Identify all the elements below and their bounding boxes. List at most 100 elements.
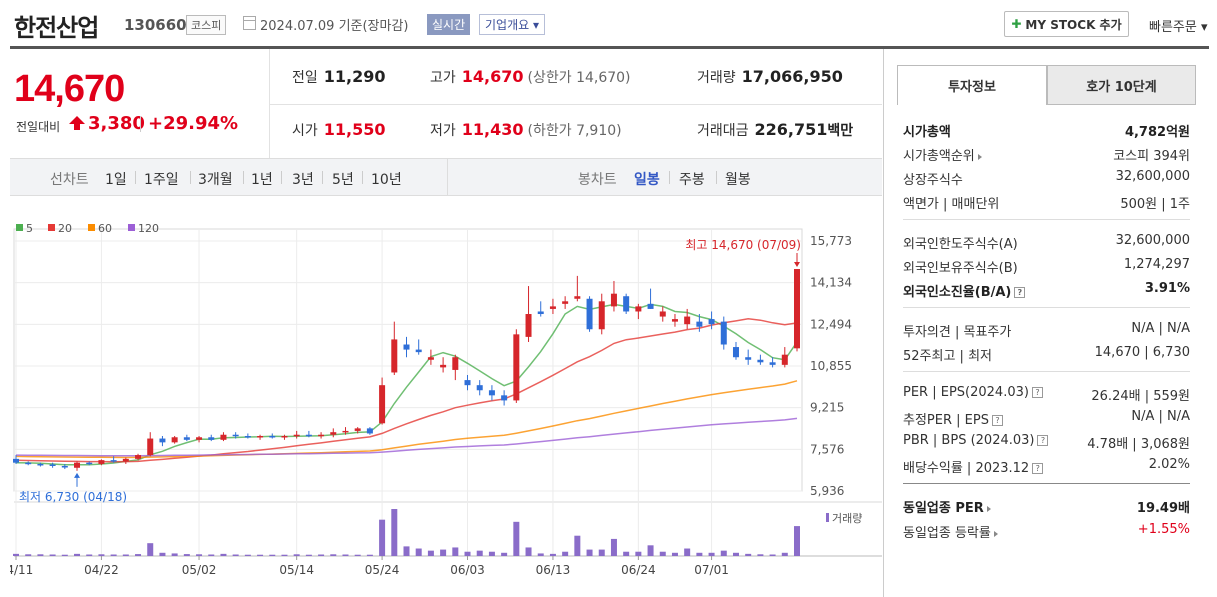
- low-annotation: 최저 6,730 (04/18): [19, 490, 127, 504]
- help-icon[interactable]: ?: [1037, 435, 1049, 446]
- candle-body: [281, 436, 288, 438]
- x-tick-label: 04/11: [10, 563, 33, 577]
- help-icon[interactable]: ?: [991, 415, 1003, 426]
- tab-1d[interactable]: 1일: [105, 172, 127, 188]
- volume-bar: [488, 551, 495, 556]
- volume-bar: [183, 554, 190, 556]
- x-tick-label: 05/14: [279, 563, 314, 577]
- candle-body: [562, 301, 569, 304]
- my-stock-add-button[interactable]: ✚ MY STOCK 추가: [1004, 11, 1129, 37]
- realtime-button[interactable]: 실시간: [427, 14, 471, 35]
- info-label-text: 외국인한도주식수(A): [903, 237, 1018, 252]
- market-badge: 코스피: [186, 15, 227, 35]
- candle-body: [513, 334, 520, 401]
- stat-label: 시가: [292, 123, 318, 139]
- company-overview-button[interactable]: 기업개요 ▾: [479, 14, 545, 35]
- section-divider: [903, 307, 1190, 308]
- volume-bar: [257, 554, 264, 556]
- volume-bar: [318, 554, 325, 556]
- candle-body: [671, 319, 678, 322]
- candle-body: [769, 362, 776, 365]
- candle-body: [647, 303, 654, 309]
- tab-quote-10[interactable]: 호가 10단계: [1047, 65, 1196, 105]
- candle-body: [757, 359, 764, 363]
- candle-body: [135, 455, 142, 459]
- info-row: 동일업종 PER 19.49배: [903, 497, 1190, 517]
- volume-bar: [476, 550, 483, 556]
- tab-daily[interactable]: 일봉: [634, 172, 660, 188]
- x-tick-label: 06/03: [450, 563, 485, 577]
- info-label: 투자의견 | 목표주가: [903, 321, 1011, 340]
- stat-value: 226,751: [754, 120, 828, 139]
- help-icon[interactable]: ?: [1032, 463, 1044, 474]
- volume-bar: [403, 546, 410, 556]
- volume-bar: [671, 552, 678, 556]
- y-tick-label: 10,855: [810, 359, 852, 373]
- quick-order-button[interactable]: 빠른주문 ▾: [1149, 20, 1208, 35]
- candle-body: [623, 296, 630, 312]
- legend-label: 20: [58, 222, 72, 235]
- volume-bar: [586, 549, 593, 556]
- volume-bar: [659, 551, 666, 556]
- tab-monthly[interactable]: 월봉: [725, 172, 751, 188]
- candle-body: [13, 458, 19, 463]
- info-label: 외국인한도주식수(A): [903, 233, 1018, 252]
- volume-bar: [757, 554, 764, 556]
- ma-line-120: [15, 417, 798, 457]
- candle-body: [598, 301, 605, 330]
- stat-amount: 거래대금 226,751백만: [697, 120, 853, 140]
- caret-right-icon[interactable]: [986, 505, 991, 512]
- plus-icon: ✚: [1011, 17, 1022, 31]
- calendar-icon: [243, 16, 256, 30]
- caret-right-icon[interactable]: [993, 530, 998, 537]
- info-label-text: 52주최고 | 최저: [903, 349, 992, 364]
- candle-chart-label: 봉차트: [578, 172, 617, 188]
- candle-body: [501, 395, 508, 401]
- price-chart[interactable]: 15,773 14,134 12,494 10,855 9,215 7,576 5,936 0…: [10, 214, 882, 597]
- stat-sub: (상한가 14,670): [527, 70, 631, 86]
- tab-5y[interactable]: 5년: [332, 172, 354, 188]
- legend-swatch: [48, 224, 55, 231]
- tab-1w[interactable]: 1주일: [144, 172, 179, 188]
- info-value: 4,782억원: [1124, 125, 1190, 140]
- caret-right-icon[interactable]: [977, 153, 982, 160]
- y-tick-label: 7,576: [810, 442, 844, 456]
- candle-body: [122, 458, 129, 462]
- stat-label: 저가: [430, 123, 456, 139]
- high-arrowhead: [794, 262, 800, 268]
- tab-3y[interactable]: 3년: [292, 172, 314, 188]
- info-value: N/A | N/A: [1131, 409, 1190, 424]
- tab-1y[interactable]: 1년: [251, 172, 273, 188]
- section-divider: [903, 371, 1190, 372]
- tab-invest-info[interactable]: 투자정보: [897, 65, 1047, 105]
- info-value: 26.24배 | 559원: [1091, 389, 1190, 404]
- period-tab-bar: 선차트 1일 1주일 3개월 1년 3년 5년 10년 봉차트 일봉 주봉 월봉: [10, 158, 882, 196]
- candle-body: [257, 436, 264, 438]
- volume-bar: [708, 552, 715, 556]
- volume-bar: [745, 553, 752, 556]
- stat-label: 거래량: [697, 70, 736, 86]
- tab-3m[interactable]: 3개월: [198, 172, 233, 188]
- info-label-text: 시가총액순위: [903, 149, 975, 164]
- info-value: 14,670 | 6,730: [1094, 345, 1190, 360]
- volume-bar: [37, 554, 44, 556]
- tab-10y[interactable]: 10년: [371, 172, 402, 188]
- help-icon[interactable]: ?: [1031, 387, 1043, 398]
- candle-body: [74, 462, 81, 468]
- candle-body: [794, 269, 800, 349]
- info-label: 외국인보유주식수(B): [903, 257, 1018, 276]
- candle-body: [427, 357, 434, 360]
- volume-bar: [269, 554, 276, 556]
- candle-body: [49, 464, 56, 466]
- tab-weekly[interactable]: 주봉: [679, 172, 705, 188]
- volume-bar: [440, 549, 447, 556]
- info-label-text: 추정PER | EPS: [903, 413, 989, 428]
- stat-label: 고가: [430, 70, 456, 86]
- candle-body: [342, 430, 349, 433]
- info-value: 1,274,297: [1123, 257, 1190, 272]
- candle-body: [147, 438, 154, 456]
- volume-bar: [623, 551, 630, 556]
- help-icon[interactable]: ?: [1014, 287, 1026, 298]
- x-tick-label: 06/24: [621, 563, 656, 577]
- volume-bar: [147, 543, 154, 556]
